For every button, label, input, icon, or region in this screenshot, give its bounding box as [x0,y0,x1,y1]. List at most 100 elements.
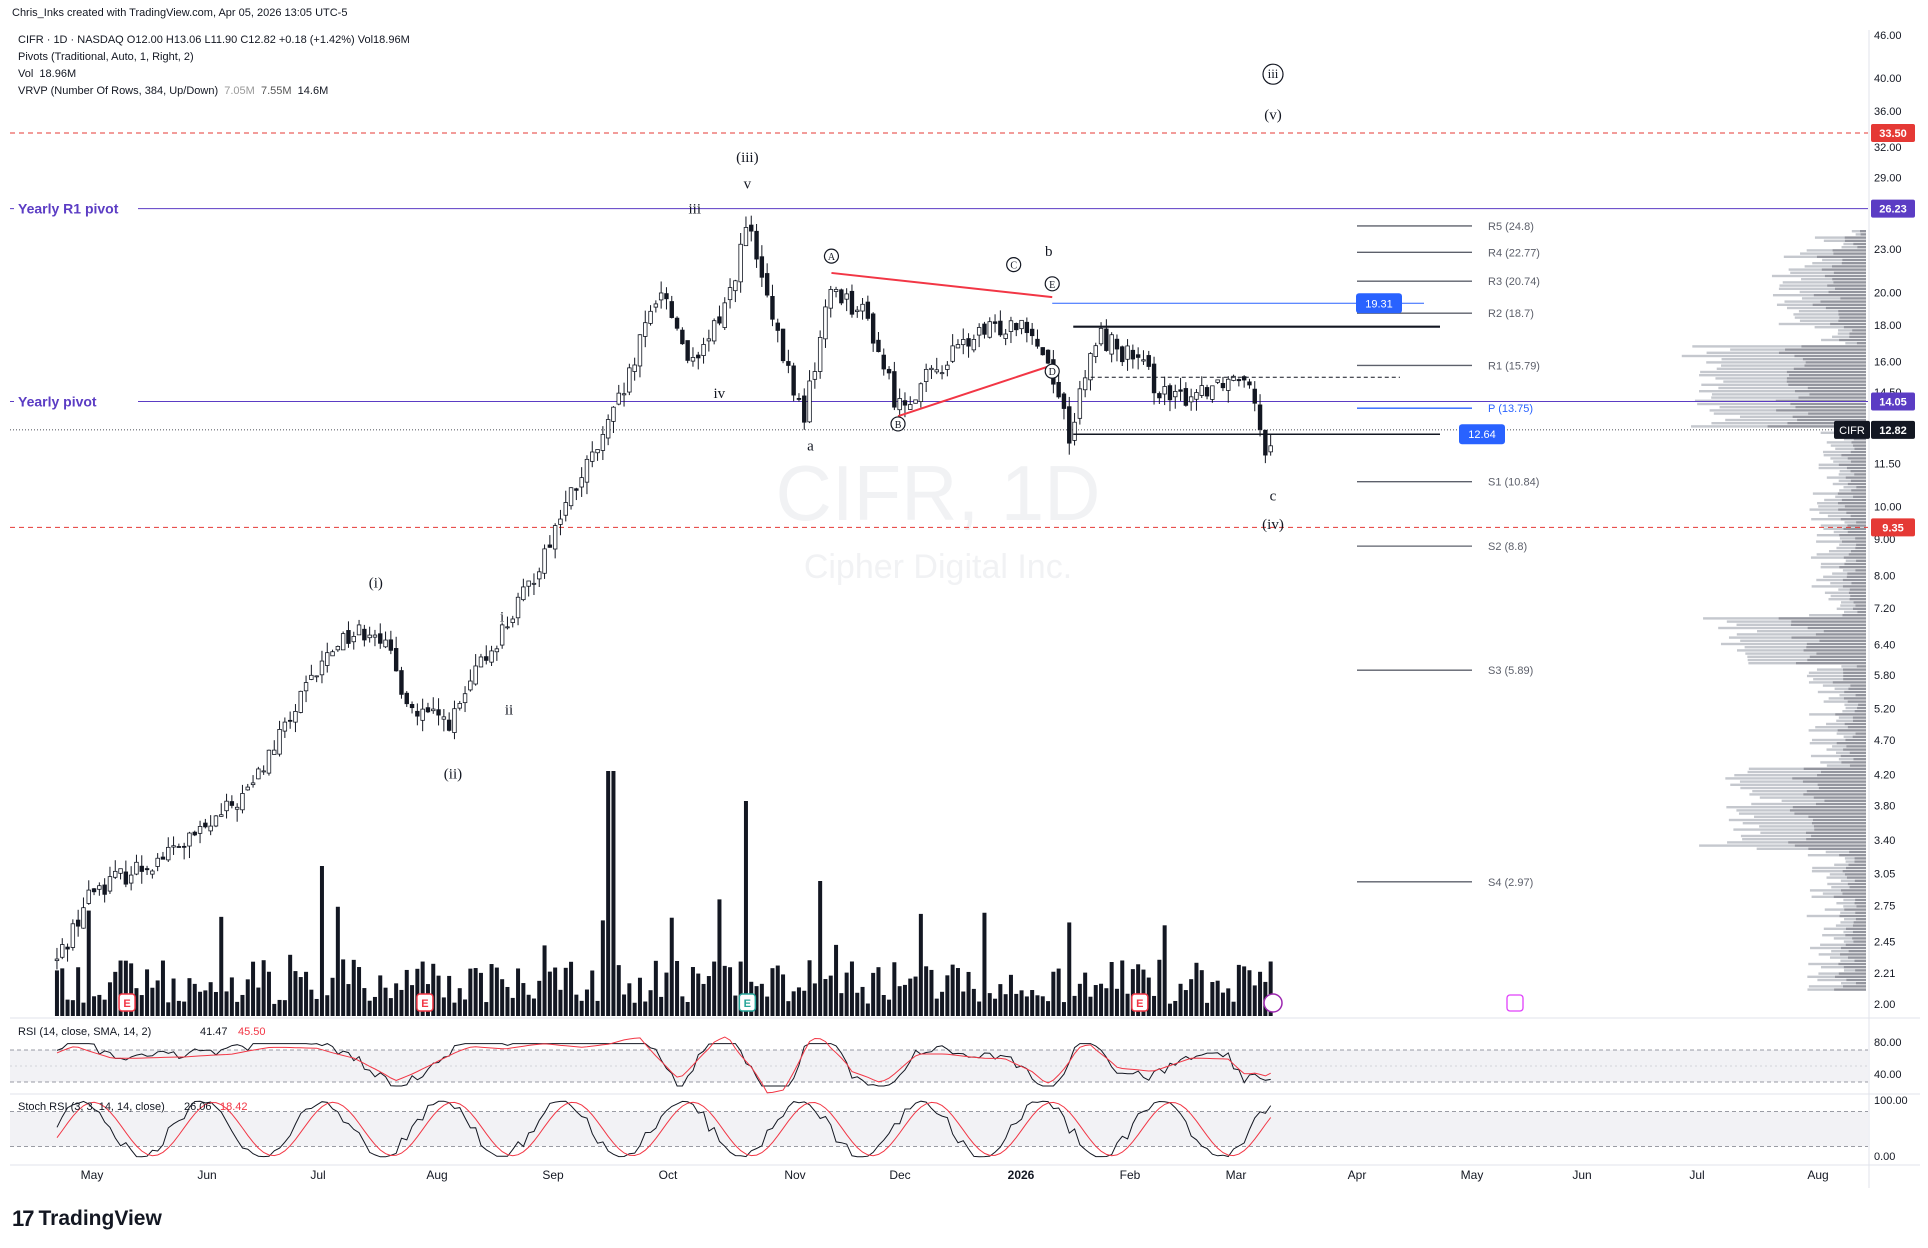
vrvp-up-bar [1721,364,1805,367]
candle-body [452,708,457,733]
rsi-sma-line [56,1036,1271,1094]
volume-bar [584,989,589,1016]
vrvp-down-bar [1845,476,1866,479]
vrvp-up-bar [1810,754,1841,758]
y-tick-label: 2.00 [1874,999,1895,1011]
vrvp-up-bar [1829,956,1848,959]
vrvp-down-bar [1850,470,1866,473]
candle-body [113,870,118,878]
rsi-value: 41.47 [200,1026,228,1038]
candle-body [1061,393,1067,409]
vrvp-down-bar [1854,860,1866,863]
vrvp-down-bar [1845,738,1866,742]
price-chart[interactable]: CIFR, 1D Cipher Digital Inc. 46.00 40.00 3… [0,0,1928,1200]
volume-bar [643,1001,648,1016]
candle-body [1093,345,1098,357]
vrvp-down-bar [1790,623,1866,626]
volume-bar [86,910,91,1016]
vrvp-up-bar [1826,764,1850,767]
volume-bar [1035,995,1040,1016]
volume-bar [1205,1002,1210,1016]
vrvp-up-bar [1838,473,1855,476]
x-axis[interactable]: May Jun Jul Aug Sep Oct Nov Dec 2026 Feb Mar Apr May… [81,1168,1829,1182]
vrvp-up-bar [1843,930,1853,934]
candle-body [945,364,950,370]
candle-body [568,487,574,507]
wave-circle [1044,276,1060,292]
candle-body [1130,349,1136,360]
candle-body [1194,392,1199,400]
vrvp-up-bar [1844,610,1858,614]
vrvp-down-bar [1852,716,1866,719]
y-tick-label: 36.00 [1874,106,1902,118]
vrvp-up-bar [1749,793,1804,796]
wave-circle [1044,363,1060,379]
candle-body [971,339,977,351]
candle-body [817,337,823,372]
candle-body [245,786,250,791]
vrvp-down-bar [1838,319,1866,322]
volume-bar [1242,966,1247,1016]
volume-bar [1247,970,1252,1016]
stoch-rsi-pane[interactable]: Stoch RSI (3, 3, 14, 14, close) 26.06 18.4… [10,1095,1908,1163]
volume-bar [192,983,197,1016]
volume-bar [1258,971,1263,1016]
volume-bar [696,973,701,1016]
vrvp-down-bar [1838,962,1866,966]
legend-vrvp-label[interactable]: VRVP (Number Of Rows, 384, Up/Down) [18,85,219,97]
watermark-name: Cipher Digital Inc. [804,548,1072,586]
vrvp-down-bar [1855,969,1866,972]
vrvp-up-bar [1824,498,1842,502]
volume-bar [150,987,155,1016]
volume-bar [160,960,165,1016]
candle-body [431,708,436,712]
volume-bar [908,978,913,1016]
legend-vol-label[interactable]: Vol [18,68,34,80]
vrvp-up-bar [1840,604,1856,607]
candle-body [340,633,346,651]
candle-body [521,586,526,601]
candle-body [886,368,892,374]
vrvp-down-bar [1813,796,1866,799]
legend-pivots[interactable]: Pivots (Traditional, Auto, 1, Right, 2) [18,51,194,63]
y-tick-label: 2.45 [1874,936,1895,948]
volume-bar [701,983,706,1016]
vrvp-up-bar [1835,495,1854,498]
vrvp-up-bar [1760,831,1806,834]
pivot-level-label: R3 (20.74) [1488,276,1540,288]
price-box [1356,293,1402,314]
tradingview-logo[interactable]: 17 TradingView [12,1206,162,1232]
volume-bar [1220,992,1225,1016]
pivot-level-label: P (13.75) [1488,403,1533,415]
candle-body [1183,388,1189,406]
vrvp-up-bar [1786,306,1826,310]
candle-body [987,321,992,338]
vrvp-up-bar [1700,370,1787,374]
vrvp-down-bar [1838,313,1866,316]
volume-bar [595,1000,600,1016]
vrvp-down-bar [1791,620,1866,623]
vrvp-up-bar [1709,409,1777,412]
vrvp-up-bar [1808,729,1838,732]
volume-bar [309,989,314,1016]
volume-bar [176,1000,181,1016]
candle-body [468,680,473,691]
legend-vol-value: 18.96M [39,68,77,80]
vrvp-down-bar [1843,671,1866,674]
vrvp-up-bar [1748,767,1804,770]
y-tick-label: 4.70 [1874,735,1895,747]
stoch-tick: 0.00 [1874,1151,1895,1163]
vrvp-up-bar [1845,342,1857,345]
vrvp-up-bar [1713,412,1809,415]
volume-bar [547,971,552,1016]
pivot-levels: R5 (24.8) R4 (22.77) R3 (20.74) R2 (18.7) R1… [1357,221,1540,889]
rsi-pane[interactable]: RSI (14, close, SMA, 14, 2) 41.47 45.50 80.… [10,1026,1902,1094]
vrvp-up-bar [1813,678,1844,681]
volume-bar [113,971,118,1016]
vrvp-up-bar [1742,838,1807,841]
wave-label: (ii) [444,766,462,782]
legend-symbol[interactable]: CIFR · 1D · NASDAQ [18,34,124,46]
volume-bar [934,998,939,1016]
vrvp-up-bar [1830,457,1848,460]
